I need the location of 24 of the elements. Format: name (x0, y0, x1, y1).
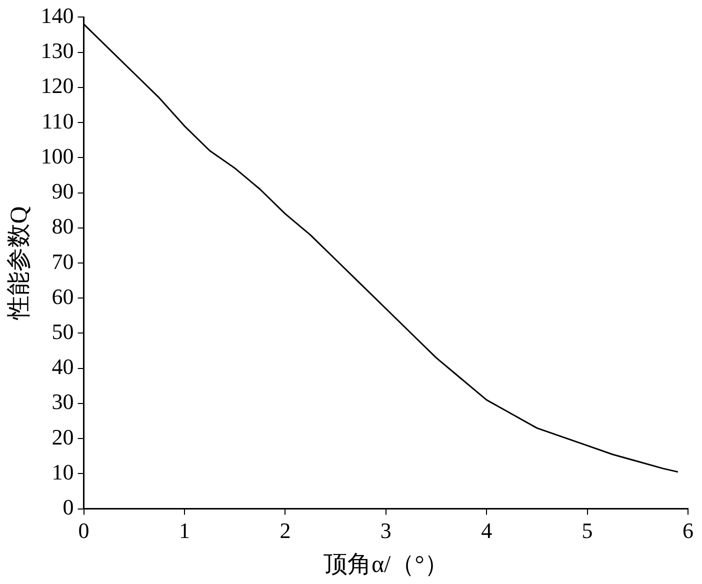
y-tick-label: 60 (52, 284, 74, 309)
x-tick-label: 1 (179, 518, 190, 543)
y-tick-label: 10 (52, 459, 74, 484)
y-tick-label: 140 (40, 2, 74, 28)
y-tick-label: 120 (40, 73, 74, 98)
x-tick-label: 3 (380, 518, 392, 543)
y-tick-label: 100 (40, 143, 74, 168)
x-axis-title: 顶角α/（°） (323, 552, 448, 578)
x-tick-label: 2 (280, 518, 291, 543)
y-tick-label: 130 (40, 38, 74, 64)
y-tick-label: 30 (52, 389, 74, 414)
y-tick-label: 0 (62, 494, 74, 520)
x-tick-label: 0 (78, 518, 90, 543)
y-tick-label: 50 (52, 319, 74, 344)
y-tick-label: 110 (42, 108, 74, 134)
x-tick-label: 5 (582, 518, 593, 543)
x-tick-label: 6 (682, 518, 694, 543)
y-tick-label: 90 (52, 178, 74, 204)
x-tick-label: 4 (481, 518, 492, 543)
y-tick-label: 40 (52, 354, 74, 380)
y-tick-label: 70 (52, 248, 74, 274)
y-axis-title: 性能参数Q (6, 206, 33, 321)
y-tick-label: 80 (52, 214, 74, 239)
y-tick-label: 20 (52, 424, 74, 450)
